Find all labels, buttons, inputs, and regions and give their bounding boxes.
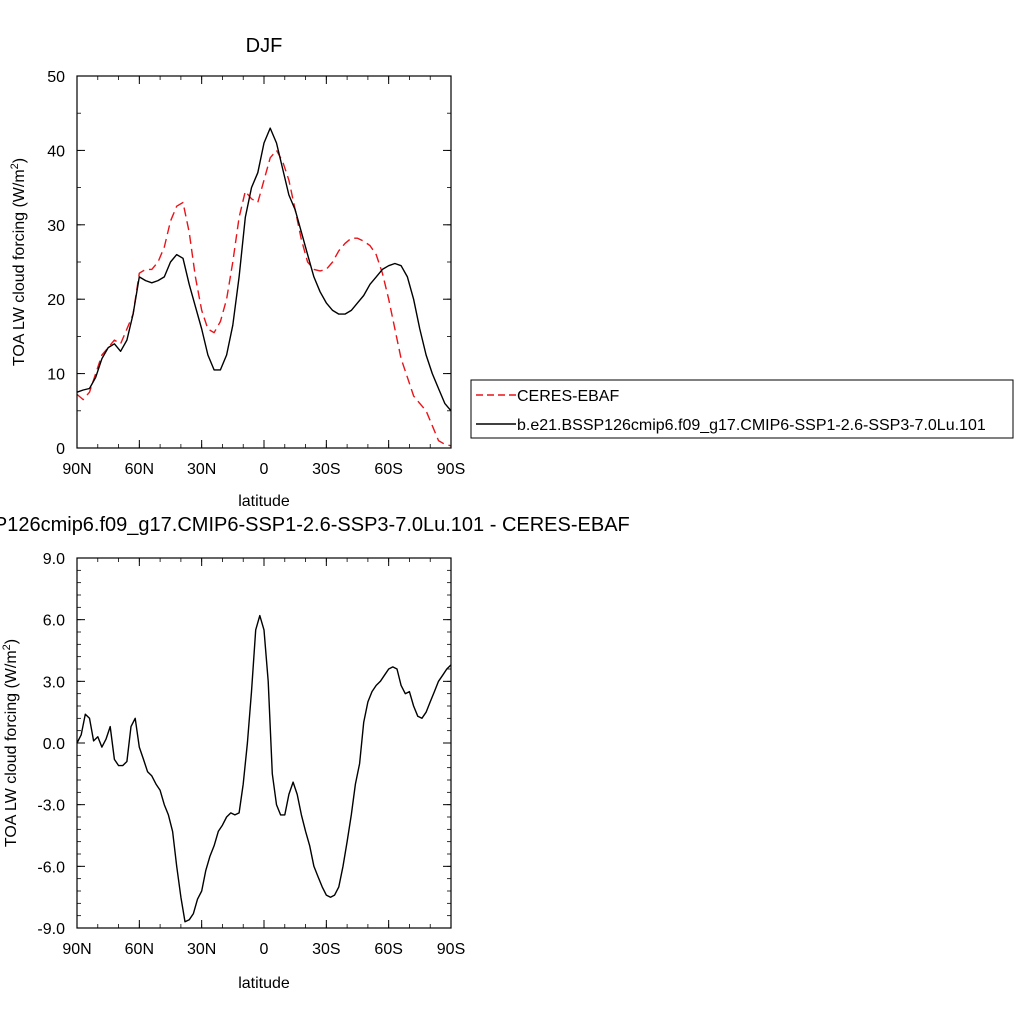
bottom-x-tick-label: 60N <box>125 941 154 958</box>
top-y-tick-label: 30 <box>47 218 65 235</box>
top-x-tick-marks <box>76 76 452 448</box>
bottom-y-tick-label: 3.0 <box>43 674 65 691</box>
top-y-axis-label: TOA LW cloud forcing (W/m2) <box>9 158 28 366</box>
top-y-tick-label: 40 <box>47 143 65 160</box>
bottom-chart-title: b.e21.BSSP126cmip6.f09_g17.CMIP6-SSP1-2.… <box>0 514 630 536</box>
legend-box <box>470 379 1014 439</box>
top-x-tick-labels: 90N 60N 30N 0 30S 60S 90S <box>62 461 465 478</box>
bottom-y-tick-marks <box>77 557 451 929</box>
bottom-x-tick-label: 90S <box>437 941 465 958</box>
bottom-x-tick-marks <box>76 558 452 928</box>
top-x-tick-label: 90N <box>62 461 91 478</box>
bottom-y-tick-label: 6.0 <box>43 613 65 630</box>
bottom-x-tick-label: 30S <box>312 941 340 958</box>
bottom-series-lines <box>76 614 452 923</box>
bottom-y-tick-label: 0.0 <box>43 736 65 753</box>
top-y-tick-marks <box>77 75 451 449</box>
top-x-tick-label: 90S <box>437 461 465 478</box>
top-x-tick-label: 30S <box>312 461 340 478</box>
bottom-x-axis-label: latitude <box>238 975 290 992</box>
bottom-y-tick-label: -6.0 <box>37 859 65 876</box>
top-series-line-0 <box>76 149 452 447</box>
top-y-tick-labels: 0 10 20 30 40 50 <box>47 69 65 458</box>
top-x-tick-label: 60N <box>125 461 154 478</box>
top-series-lines <box>76 127 452 447</box>
bottom-x-tick-label: 0 <box>260 941 269 958</box>
bottom-y-tick-labels: -9.0 -6.0 -3.0 0.0 3.0 6.0 9.0 <box>37 551 65 938</box>
top-x-tick-label: 60S <box>374 461 402 478</box>
top-plot-frame <box>76 75 452 449</box>
top-y-tick-label: 10 <box>47 367 65 384</box>
top-chart-title: DJF <box>246 35 283 57</box>
bottom-x-tick-label: 60S <box>374 941 402 958</box>
bottom-x-tick-labels: 90N 60N 30N 0 30S 60S 90S <box>62 941 465 958</box>
legend: CERES-EBAF b.e21.BSSP126cmip6.f09_g17.CM… <box>470 379 1014 439</box>
top-series-line-1 <box>76 127 452 412</box>
top-y-tick-label: 0 <box>56 441 65 458</box>
top-x-axis-label: latitude <box>238 493 290 510</box>
bottom-y-tick-label: -3.0 <box>37 798 65 815</box>
top-y-tick-label: 20 <box>47 292 65 309</box>
bottom-series-line-0 <box>76 614 452 923</box>
top-x-tick-label: 0 <box>260 461 269 478</box>
bottom-x-tick-label: 90N <box>62 941 91 958</box>
bottom-plot-frame <box>76 557 452 929</box>
legend-label-model: b.e21.BSSP126cmip6.f09_g17.CMIP6-SSP1-2.… <box>517 417 986 434</box>
bottom-panel: b.e21.BSSP126cmip6.f09_g17.CMIP6-SSP1-2.… <box>0 514 630 992</box>
legend-label-ceres: CERES-EBAF <box>517 388 619 405</box>
bottom-y-tick-label: 9.0 <box>43 551 65 568</box>
top-x-tick-label: 30N <box>187 461 216 478</box>
bottom-y-axis-label: TOA LW cloud forcing (W/m2) <box>1 639 20 847</box>
top-y-tick-label: 50 <box>47 69 65 86</box>
bottom-x-tick-label: 30N <box>187 941 216 958</box>
top-panel: DJF 0 10 20 30 40 50 90N 60N 30N 0 30S 60S 90S lati… <box>9 35 1014 510</box>
bottom-y-tick-label: -9.0 <box>37 921 65 938</box>
